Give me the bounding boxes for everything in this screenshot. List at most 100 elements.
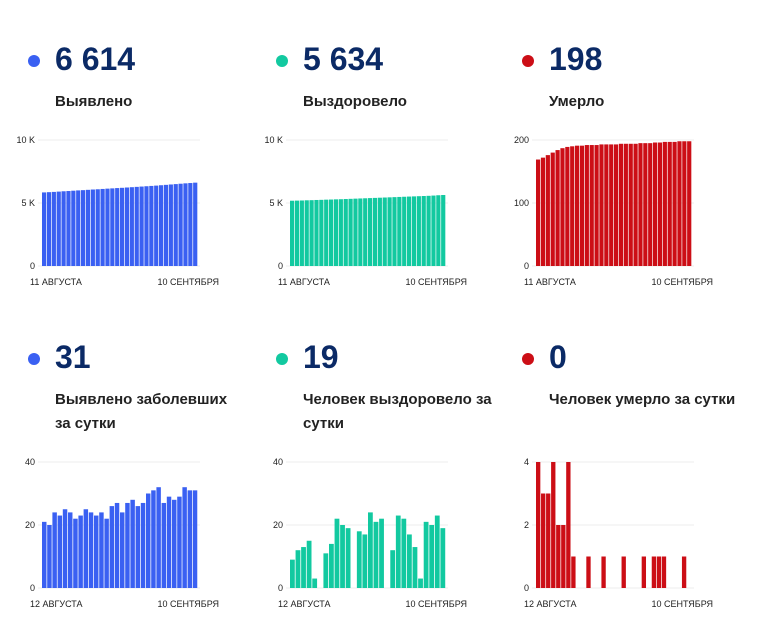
bar (407, 534, 412, 588)
bar (614, 144, 619, 266)
stat-label: Человек умерло за сутки (549, 391, 736, 408)
bar (609, 144, 614, 266)
bar (621, 556, 626, 588)
bar (373, 521, 379, 588)
bar (677, 141, 682, 266)
bar (565, 146, 570, 266)
bar (159, 185, 164, 266)
legend-dot (276, 55, 288, 67)
bar (104, 518, 109, 588)
y-tick-label: 10 K (264, 135, 283, 145)
bar (100, 188, 105, 266)
bar (363, 198, 368, 266)
bar (114, 502, 120, 588)
bar (390, 550, 396, 588)
bar (88, 512, 94, 588)
bar (440, 528, 446, 588)
bar (358, 198, 363, 266)
x-start-label: 12 АВГУСТА (30, 599, 83, 609)
bar (423, 521, 429, 588)
bar (129, 187, 134, 266)
bar (338, 199, 343, 266)
x-start-label: 11 АВГУСТА (278, 277, 330, 287)
bar (95, 189, 100, 266)
bar (656, 556, 662, 588)
stat-card: 5 634 Выздоровело 0 5 K 10 K 11 АВГУСТА 10 СЕН… (264, 40, 521, 300)
bar (81, 190, 86, 266)
bar (551, 462, 556, 588)
bar (340, 525, 345, 588)
bar (163, 184, 169, 266)
legend-dot (276, 353, 288, 365)
bar (401, 518, 407, 588)
bar (372, 197, 378, 266)
bar (188, 183, 193, 266)
stat-card: 0 Человек умерло за сутки 0 2 4 12 АВГУСТА 10 … (522, 338, 758, 609)
bar (312, 578, 318, 588)
bar (382, 197, 387, 266)
bar (570, 146, 575, 266)
bar (71, 190, 76, 266)
bar (90, 189, 95, 266)
bar (42, 192, 47, 266)
bar (546, 493, 551, 588)
bar (434, 515, 440, 588)
stat-value: 19 (303, 339, 339, 375)
bar (51, 191, 56, 266)
legend-dot (522, 55, 534, 67)
bar (85, 189, 91, 266)
bar-chart: 0 20 40 12 АВГУСТА 10 СЕНТЯБРЯ (273, 457, 467, 609)
x-end-label: 10 СЕНТЯБРЯ (651, 277, 713, 287)
bar (172, 499, 177, 588)
bar (579, 145, 585, 266)
bar (356, 531, 362, 588)
bar-chart: 0 100 200 11 АВГУСТА 10 СЕНТЯБРЯ (514, 135, 713, 287)
x-start-label: 11 АВГУСТА (524, 277, 576, 287)
bar (618, 143, 624, 266)
bar (429, 525, 435, 588)
bar (397, 196, 402, 266)
bar (421, 196, 426, 266)
stat-label: Выявлено (55, 93, 133, 110)
x-start-label: 11 АВГУСТА (30, 277, 82, 287)
bar (120, 187, 125, 266)
y-tick-label: 0 (524, 583, 529, 593)
bar (672, 141, 677, 266)
bar (571, 556, 576, 588)
bar (601, 556, 606, 588)
bar (436, 195, 441, 266)
bar (566, 462, 571, 588)
x-end-label: 10 СЕНТЯБРЯ (651, 599, 713, 609)
x-end-label: 10 СЕНТЯБРЯ (405, 277, 467, 287)
bar (105, 188, 110, 266)
bar (187, 490, 193, 588)
bar (68, 512, 73, 588)
bar (687, 141, 692, 266)
bar (115, 188, 120, 266)
bar (140, 502, 146, 588)
bar (329, 199, 334, 266)
bar (323, 553, 329, 588)
stat-card: 31 Выявлено заболевших за сутки 0 20 40 12 АВ… (25, 338, 273, 609)
bar (368, 198, 373, 266)
bar (379, 518, 384, 588)
bar (667, 141, 672, 266)
bar (120, 512, 125, 588)
bar (151, 490, 156, 588)
y-tick-label: 40 (273, 457, 283, 467)
bar (536, 462, 541, 588)
bar (555, 150, 560, 266)
bar (387, 197, 392, 266)
bar (139, 186, 144, 266)
bar (586, 556, 591, 588)
bar (62, 509, 68, 588)
bar (144, 186, 149, 266)
bar (541, 493, 546, 588)
bar (78, 515, 83, 588)
bar (623, 143, 628, 266)
stat-card: 6 614 Выявлено 0 5 K 10 K 11 АВГУСТА 10 СЕНТЯБ… (16, 40, 273, 300)
y-tick-label: 100 (514, 198, 529, 208)
bar (166, 496, 172, 588)
bar (661, 556, 667, 588)
bar (295, 550, 301, 588)
